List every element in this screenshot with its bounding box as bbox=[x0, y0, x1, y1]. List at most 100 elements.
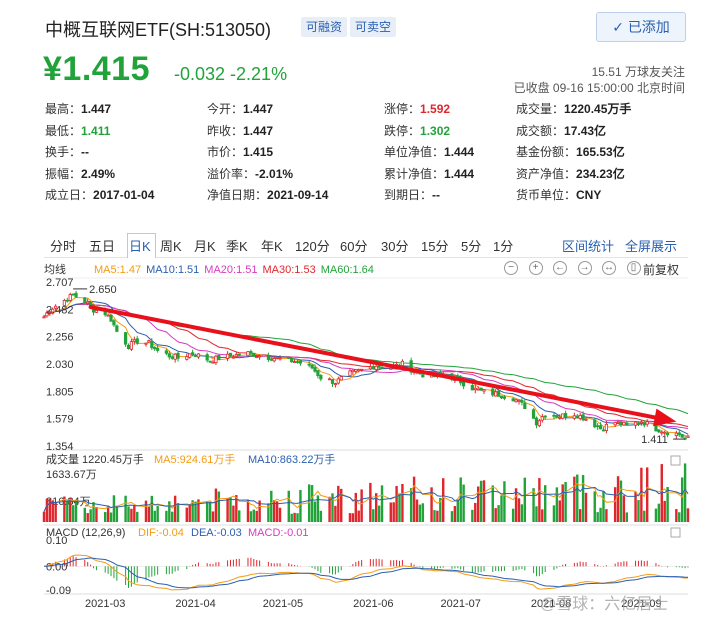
period-tab[interactable]: 分时 bbox=[50, 239, 77, 254]
candle-body bbox=[377, 365, 381, 368]
period-tab[interactable]: 年K bbox=[261, 239, 283, 254]
candle-body bbox=[249, 351, 253, 354]
period-tab[interactable]: 60分 bbox=[340, 239, 368, 254]
period-tab[interactable]: 120分 bbox=[295, 239, 330, 254]
candle-icon[interactable]: ▯ bbox=[626, 261, 641, 275]
volume-bar bbox=[637, 500, 640, 522]
volume-bar bbox=[232, 505, 235, 522]
high-label: 2.650 bbox=[89, 284, 117, 296]
volume-bar bbox=[103, 512, 107, 522]
market-status: 已收盘 09-16 15:00:00 北京时间 bbox=[513, 81, 685, 95]
zoom-in-icon[interactable]: + bbox=[528, 261, 543, 275]
volume-bar bbox=[430, 487, 433, 522]
candle-body bbox=[502, 396, 507, 399]
candle-body bbox=[193, 354, 198, 357]
quote-cell: 昨收：1.447 bbox=[207, 121, 273, 142]
volume-bar bbox=[133, 505, 136, 522]
candle-body bbox=[619, 421, 623, 426]
volume-bar bbox=[316, 495, 320, 522]
quote-cell: 货币单位：CNY bbox=[516, 185, 601, 206]
period-tab[interactable]: 1分 bbox=[493, 239, 514, 254]
candle-body bbox=[269, 358, 273, 361]
reset-icon[interactable]: ↔ bbox=[602, 261, 616, 275]
quote-cell: 今开：1.447 bbox=[207, 99, 273, 120]
volume-bar bbox=[555, 487, 559, 522]
price-tick-label: 2.707 bbox=[46, 277, 74, 289]
volume-bar bbox=[415, 499, 419, 522]
margin-tag[interactable]: 可融资 bbox=[301, 17, 348, 37]
candle-body bbox=[330, 379, 335, 384]
candle-body bbox=[217, 354, 221, 360]
quote-value: 234.23亿 bbox=[576, 166, 625, 181]
candle-body bbox=[94, 310, 99, 313]
pan-left-icon[interactable]: ← bbox=[553, 261, 567, 275]
quote-cell: 振幅：2.49% bbox=[45, 164, 115, 185]
candle-body bbox=[476, 388, 480, 391]
volume-bar bbox=[421, 503, 425, 522]
period-tab[interactable]: 月K bbox=[194, 239, 216, 254]
candle-body bbox=[292, 361, 297, 363]
date-tick-label: 2021-03 bbox=[85, 598, 125, 610]
candle-body bbox=[62, 299, 67, 306]
volume-bar bbox=[112, 495, 116, 522]
volume-bar bbox=[360, 489, 363, 522]
volume-bar bbox=[686, 508, 690, 522]
candle-body bbox=[604, 423, 609, 431]
period-tab[interactable]: 30分 bbox=[381, 239, 409, 254]
quote-value: 1.444 bbox=[444, 166, 475, 181]
candle-body bbox=[225, 353, 230, 359]
volume-bar bbox=[313, 501, 317, 522]
period-tab[interactable]: 季K bbox=[226, 239, 248, 254]
volume-bar bbox=[442, 478, 445, 522]
volume-bar bbox=[412, 476, 416, 522]
candle-body bbox=[115, 325, 119, 332]
volume-bar bbox=[433, 510, 436, 522]
volume-bar bbox=[273, 500, 276, 522]
quote-label: 最高： bbox=[45, 102, 82, 116]
quote-cell: 成交额：17.43亿 bbox=[516, 121, 606, 142]
zoom-out-icon[interactable]: − bbox=[504, 261, 518, 275]
volume-bar bbox=[165, 510, 168, 522]
quote-value: 2021-09-14 bbox=[267, 188, 329, 202]
period-tab[interactable]: 15分 bbox=[421, 239, 449, 254]
candle-body bbox=[86, 301, 90, 304]
ma-legend-item: MA5:1.47 bbox=[94, 264, 142, 276]
period-tab[interactable]: 周K bbox=[160, 239, 182, 254]
volume-bar bbox=[211, 511, 215, 522]
short-tag[interactable]: 可卖空 bbox=[350, 17, 397, 37]
adjust-mode-toggle[interactable]: 前复权 bbox=[643, 263, 680, 277]
candle-body bbox=[409, 360, 413, 373]
quote-value: 17.43亿 bbox=[564, 123, 607, 138]
fullscreen-link[interactable]: 全屏展示 bbox=[625, 239, 678, 254]
quote-label: 累计净值： bbox=[384, 166, 445, 181]
volume-legend-item: MA10:863.22万手 bbox=[248, 452, 335, 466]
pan-right-icon[interactable]: → bbox=[577, 261, 592, 275]
volume-bar bbox=[532, 488, 535, 522]
date-tick-label: 2021-09 bbox=[621, 598, 661, 610]
candle-body bbox=[51, 308, 55, 313]
volume-bar bbox=[42, 511, 46, 522]
period-tab[interactable]: 五日 bbox=[89, 239, 116, 254]
trend-arrow-head bbox=[653, 408, 677, 427]
candle-body bbox=[534, 417, 539, 426]
ma-legend-item: 均线 bbox=[44, 264, 66, 276]
volume-bar bbox=[246, 499, 250, 522]
volume-bar bbox=[86, 513, 89, 522]
volume-bar bbox=[605, 509, 608, 522]
period-tab[interactable]: 日K bbox=[129, 239, 151, 254]
volume-bar bbox=[130, 508, 133, 522]
candle-body bbox=[275, 356, 279, 359]
candle-body bbox=[499, 395, 504, 399]
range-stats-link[interactable]: 区间统计 bbox=[562, 239, 615, 254]
candle-body bbox=[231, 356, 236, 359]
quote-value: 165.53亿 bbox=[576, 145, 625, 159]
volume-bar bbox=[275, 501, 279, 522]
price-tick-label: 1.579 bbox=[46, 414, 74, 426]
added-watchlist-button[interactable]: ✓ 已添加 bbox=[596, 12, 686, 42]
period-tab[interactable]: 5分 bbox=[461, 239, 482, 254]
candle-body bbox=[400, 360, 405, 367]
quote-label: 昨收： bbox=[207, 123, 244, 138]
candle-body bbox=[68, 294, 72, 301]
volume-bar bbox=[517, 498, 521, 522]
